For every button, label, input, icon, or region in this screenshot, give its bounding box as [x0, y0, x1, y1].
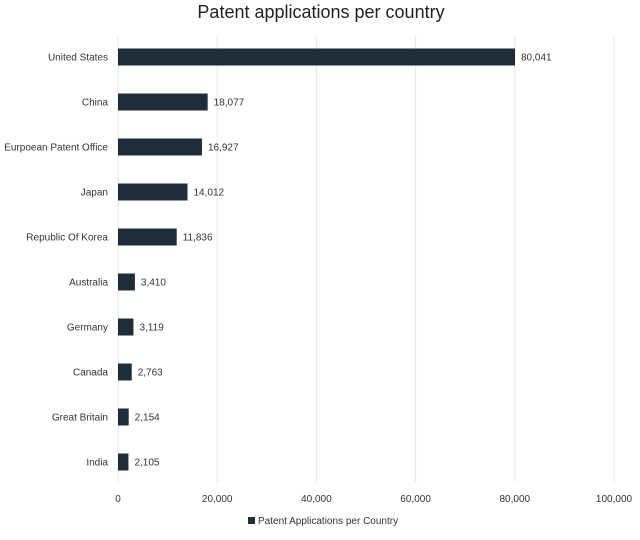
value-label: 2,105 — [134, 458, 159, 469]
category-labels: United States China Eurpoean Patent Office… — [4, 53, 108, 469]
x-tick-label: 20,000 — [202, 494, 233, 505]
x-tick-label: 0 — [115, 494, 121, 505]
x-axis-tick-labels: 0 20,000 40,000 60,000 80,000 100,000 — [115, 494, 632, 505]
category-label: United States — [48, 53, 108, 64]
grid-lines — [117, 36, 615, 482]
value-label: 3,119 — [139, 323, 164, 334]
bar[interactable] — [118, 228, 177, 246]
category-label: Eurpoean Patent Office — [4, 143, 108, 154]
bar[interactable] — [118, 273, 135, 291]
legend[interactable]: Patent Applications per Country — [248, 516, 398, 527]
x-tick-label: 60,000 — [400, 494, 431, 505]
bar[interactable] — [118, 408, 129, 426]
value-label: 16,927 — [208, 143, 239, 154]
value-label: 80,041 — [521, 53, 552, 64]
legend-label: Patent Applications per Country — [258, 516, 398, 527]
value-label: 14,012 — [193, 188, 224, 199]
category-label: Australia — [69, 278, 108, 289]
legend-swatch — [248, 517, 255, 524]
chart-title: Patent applications per country — [197, 2, 444, 22]
category-label: India — [86, 458, 108, 469]
value-label: 2,763 — [138, 368, 163, 379]
category-label: China — [82, 98, 109, 109]
value-label: 3,410 — [141, 278, 166, 289]
value-labels: 80,041 18,077 16,927 14,012 11,836 3,410 3,119… — [134, 53, 552, 469]
category-label: Great Britain — [52, 413, 108, 424]
bar[interactable] — [118, 138, 202, 156]
bars — [118, 48, 516, 471]
bar[interactable] — [118, 93, 208, 111]
category-label: Canada — [73, 368, 108, 379]
bar[interactable] — [118, 363, 132, 381]
x-tick-label: 80,000 — [500, 494, 531, 505]
bar[interactable] — [118, 453, 129, 471]
category-label: Republic Of Korea — [26, 233, 108, 244]
value-label: 11,836 — [183, 233, 213, 244]
bar[interactable] — [118, 183, 188, 201]
x-tick-label: 40,000 — [301, 494, 332, 505]
bar[interactable] — [118, 48, 516, 66]
category-label: Germany — [67, 323, 108, 334]
category-label: Japan — [81, 188, 108, 199]
value-label: 2,154 — [135, 413, 160, 424]
x-tick-label: 100,000 — [596, 494, 633, 505]
bar[interactable] — [118, 318, 134, 336]
value-label: 18,077 — [214, 98, 245, 109]
